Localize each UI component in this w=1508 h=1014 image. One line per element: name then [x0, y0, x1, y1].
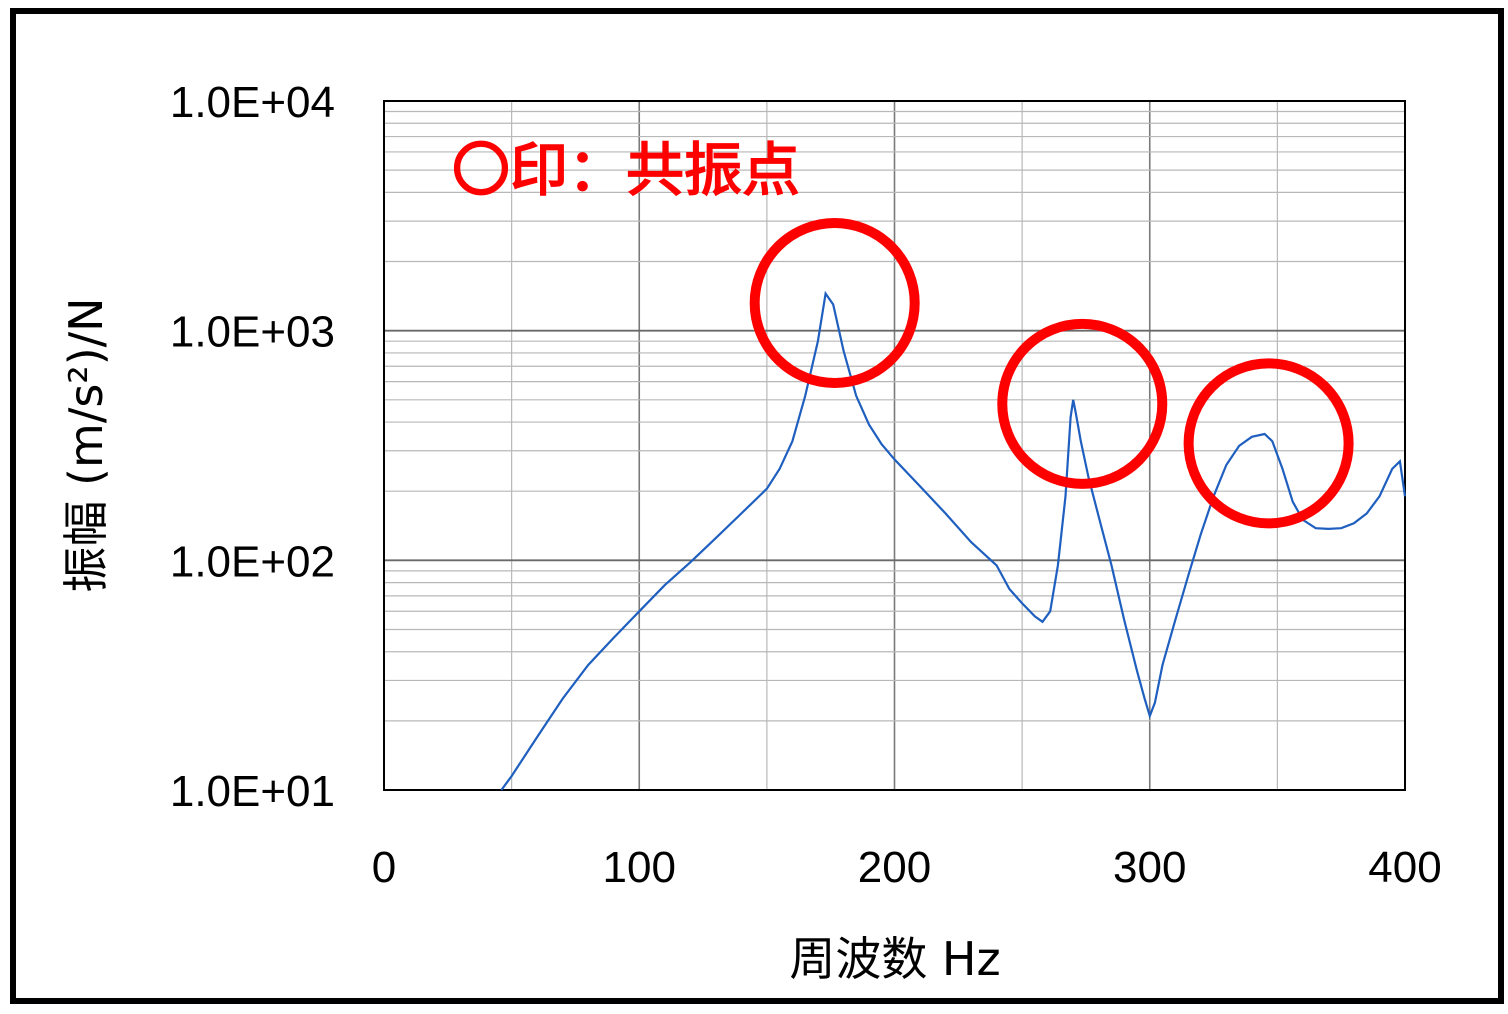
- resonance-circle: [997, 318, 1168, 489]
- plot-area: [383, 100, 1406, 791]
- x-tick-label: 300: [1113, 843, 1186, 892]
- x-tick-label: 100: [603, 843, 676, 892]
- x-tick-label: 200: [858, 843, 931, 892]
- x-axis-title: 周波数 Hz: [789, 932, 1000, 986]
- annotation-label: 〇印：共振点: [452, 136, 800, 204]
- series-line: [500, 290, 1407, 791]
- y-tick-label: 1.0E+03: [170, 308, 335, 357]
- y-tick-label: 1.0E+01: [170, 767, 335, 816]
- tick-labels: 0 100 200 300 400 1.0E+01 1.0E+02 1.0E+03 1.0E+0…: [170, 78, 1442, 892]
- chart-frame: [10, 8, 1504, 1004]
- y-axis-title: 振幅 (m/s²)/N: [59, 297, 113, 592]
- y-tick-label: 1.0E+02: [170, 537, 335, 586]
- resonance-circle: [1183, 358, 1354, 529]
- grid: [384, 101, 1405, 790]
- x-tick-label: 0: [372, 843, 396, 892]
- resonance-circle: [749, 217, 920, 388]
- resonance-markers: [749, 217, 1354, 529]
- y-tick-label: 1.0E+04: [170, 78, 335, 127]
- x-tick-label: 400: [1368, 843, 1441, 892]
